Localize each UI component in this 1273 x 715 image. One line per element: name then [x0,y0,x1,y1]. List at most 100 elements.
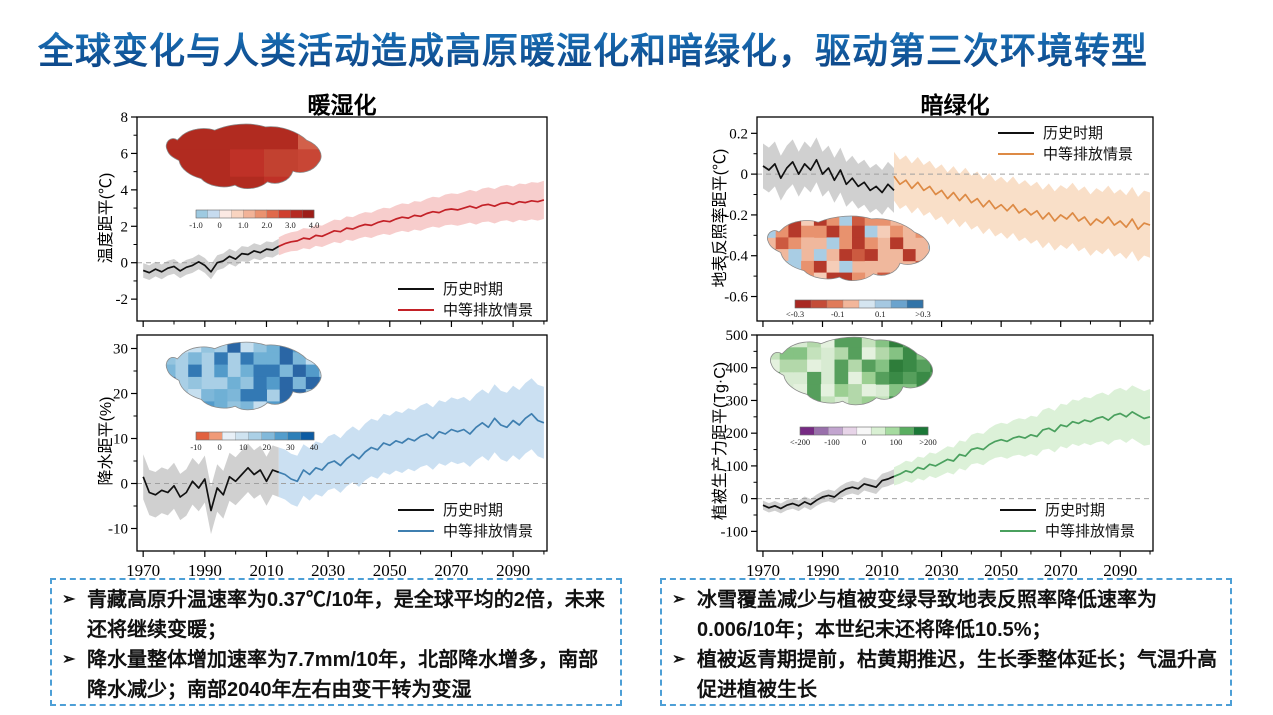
notes-box-warm-wetting: ➢ 青藏高原升温速率为0.37℃/10年，是全球平均的2倍，未来还将继续变暖； … [50,578,622,706]
map-cells [767,216,930,281]
chart-root: 0.2 0 -0.2 -0.4 -0.6 [724,116,1154,327]
colorbar-tick-label: 20 [263,442,272,452]
colorbar-tick-label: 0 [217,220,221,230]
x-tick-label: 1990 [806,561,840,580]
band-historical [763,469,894,514]
colorbar-tick-label: 40 [310,442,319,452]
colorbar-tick-label: 1.0 [238,220,249,230]
note-text: 冰雪覆盖减少与植被变绿导致地表反照率降低速率为0.006/10年；本世纪末还将降… [697,589,1157,641]
colorbar: <-200 -100 0 100 >200 [790,426,937,447]
x-tick-label: 1990 [188,561,222,580]
y-tick-label: 500 [726,328,749,344]
legend-row-historical: 历史时期 [1000,500,1135,519]
x-tick-label: 2030 [311,561,345,580]
x-tick-label: 2090 [1103,561,1137,580]
colorbar-tick-label: 0.1 [875,309,886,319]
arrow-bullet-icon: ➢ [672,651,686,668]
legend-label-historical: 历史时期 [1043,125,1104,142]
line-scenario [278,412,545,483]
colorbar-tick-label: 10 [239,442,248,452]
band-scenario [894,385,1150,486]
legend-row-scenario: 中等排放情景 [398,521,533,540]
legend-line-historical [398,508,434,511]
legend-row-historical: 历史时期 [998,123,1133,142]
legend-label-scenario: 中等排放情景 [443,302,534,319]
x-tick-label: 2010 [249,561,283,580]
legend-line-scenario [1000,529,1036,532]
chart-temperature-anomaly: 8 6 4 2 0 -2 [116,110,548,327]
legend-label-scenario: 中等排放情景 [1045,523,1136,540]
colorbar: <-0.3 -0.1 0.1 >0.3 [786,299,931,319]
inset-map-precipitation: -10 0 10 20 30 40 [165,341,322,452]
note-text: 青藏高原升温速率为0.37℃/10年，是全球平均的2倍，未来还将继续变暖； [87,589,605,641]
note-text: 降水量整体增加速率为7.7mm/10年，北部降水增多，南部降水减少；南部2040… [87,649,599,701]
colorbar-tick-label: 4.0 [309,220,320,230]
colorbar-tick-label: 30 [286,442,295,452]
y-tick-label: 0 [741,167,749,183]
y-tick-label: 20 [113,387,128,403]
legend-line-historical [998,131,1034,134]
colorbar-tick-label: 100 [890,437,903,447]
plot-frame [756,334,1154,552]
y-tick-label: 400 [726,361,749,377]
plot-frame [756,116,1154,322]
colorbar-tick-label: -10 [190,442,201,452]
x-tick-label: 1970 [746,561,780,580]
y-tick-label: 10 [113,432,128,448]
plateau-outline [165,123,322,189]
arrow-bullet-icon: ➢ [62,651,76,668]
inset-map-npp: <-200 -100 0 100 >200 [770,336,937,447]
x-tick-label: 2070 [434,561,468,580]
x-tick-label: 2070 [1044,561,1078,580]
x-tick-label: 2050 [373,561,407,580]
legend-precipitation: 历史时期 中等排放情景 [398,500,533,540]
line-scenario [893,411,1151,478]
y-tick-label: -0.2 [724,208,748,224]
y-tick-label: 4 [121,183,129,199]
legend-albedo: 历史时期 中等排放情景 [998,123,1133,163]
panel-title-warm-wetting: 暖湿化 [307,92,377,118]
colorbar-tick-label: 2.0 [261,220,272,230]
line-scenario [278,199,545,248]
legend-line-scenario [998,152,1034,155]
colorbar-tick-label: -1.0 [189,220,202,230]
x-tick-label: 2010 [865,561,899,580]
line-historical [142,245,280,274]
x-tick-label: 2090 [496,561,530,580]
legend-line-scenario [398,308,434,311]
y-tick-label: 100 [726,459,749,475]
y-tick-label: -10 [108,522,128,538]
y-tick-label: 6 [121,146,129,162]
legend-row-scenario: 中等排放情景 [998,144,1133,163]
legend-label-historical: 历史时期 [1045,502,1106,519]
line-historical [762,475,895,510]
colorbar: -10 0 10 20 30 40 [190,431,319,452]
x-tick-label: 2050 [984,561,1018,580]
notes-box-dark-greening: ➢ 冰雪覆盖减少与植被变绿导致地表反照率降低速率为0.006/10年；本世纪末还… [660,578,1232,706]
band-scenario [894,151,1150,262]
note-item: ➢ 青藏高原升温速率为0.37℃/10年，是全球平均的2倍，未来还将继续变暖； [60,585,610,645]
inset-map-albedo: <-0.3 -0.1 0.1 >0.3 [767,215,931,319]
note-item: ➢ 植被返青期提前，枯黄期推迟，生长季整体延长；气温升高促进植被生长 [670,645,1220,705]
x-tick-label: 1970 [126,561,160,580]
y-tick-label: 300 [726,393,749,409]
arrow-bullet-icon: ➢ [672,591,686,608]
band-historical [143,443,279,535]
y-tick-label: 0 [741,492,749,508]
note-text: 植被返青期提前，枯黄期推迟，生长季整体延长；气温升高促进植被生长 [697,649,1217,701]
line-historical [762,158,895,194]
plot-frame [136,334,548,552]
colorbar-tick-label: -0.1 [831,309,844,319]
legend-line-historical [1000,508,1036,511]
legend-row-historical: 历史时期 [398,500,533,519]
legend-label-scenario: 中等排放情景 [443,523,534,540]
y-tick-label: -0.4 [724,249,748,265]
note-item: ➢ 降水量整体增加速率为7.7mm/10年，北部降水增多，南部降水减少；南部20… [60,645,610,705]
legend-row-scenario: 中等排放情景 [1000,521,1135,540]
band-historical [763,137,894,215]
y-tick-label: 0 [121,256,129,272]
colorbar: -1.0 0 1.0 2.0 3.0 4.0 [189,209,320,230]
legend-label-historical: 历史时期 [443,281,504,298]
